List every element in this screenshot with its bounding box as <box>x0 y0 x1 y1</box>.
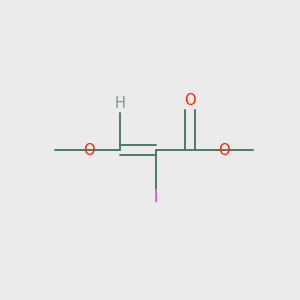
Text: O: O <box>218 142 230 158</box>
Text: O: O <box>184 93 196 108</box>
Text: H: H <box>115 96 126 111</box>
Text: O: O <box>83 142 95 158</box>
Text: I: I <box>154 190 158 205</box>
